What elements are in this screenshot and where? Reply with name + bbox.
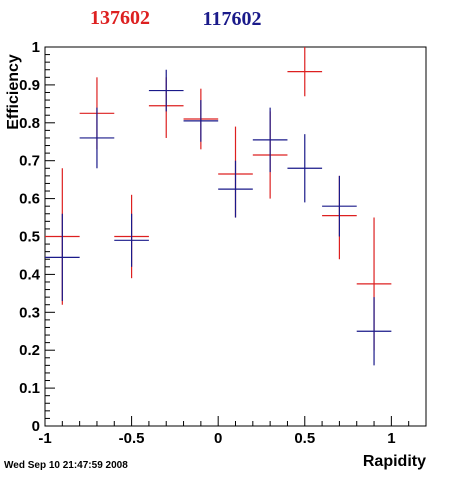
series-layer — [45, 47, 392, 366]
x-tick-label: -0.5 — [119, 430, 145, 447]
x-tick-label: -1 — [38, 430, 51, 447]
red-run-label: 137602 — [90, 7, 150, 29]
axes-layer — [44, 46, 427, 427]
x-tick-label: 0.5 — [294, 430, 315, 447]
plot-frame — [44, 46, 427, 427]
blue-run-label: 117602 — [203, 8, 262, 30]
y-tick-label: 0.3 — [19, 304, 40, 321]
x-axis-title: Rapidity — [363, 453, 426, 470]
x-tick-label: 0 — [214, 430, 222, 447]
y-tick-label: 0.5 — [19, 229, 40, 246]
y-tick-label: 1 — [32, 39, 40, 56]
y-tick-label: 0.6 — [19, 191, 40, 208]
y-tick-label: 0.8 — [19, 115, 40, 132]
y-tick-label: 0.2 — [19, 342, 40, 359]
timestamp-label: Wed Sep 10 21:47:59 2008 — [4, 460, 128, 471]
y-tick-label: 0.7 — [19, 153, 40, 170]
x-tick-label: 1 — [387, 430, 395, 447]
labels-layer: -1 -0.5 0 0.5 1 0 0.1 0.2 0.3 0.4 0.5 0.6 0.7 0.8 0.9 1 — [19, 39, 395, 447]
y-tick-label: 0.4 — [19, 266, 41, 283]
y-tick-label: 0.9 — [19, 77, 40, 94]
y-tick-label: 0.1 — [19, 380, 40, 397]
y-tick-label: 0 — [32, 418, 40, 435]
series-117602 — [45, 69, 392, 366]
y-axis-title: Efficiency — [5, 54, 22, 130]
